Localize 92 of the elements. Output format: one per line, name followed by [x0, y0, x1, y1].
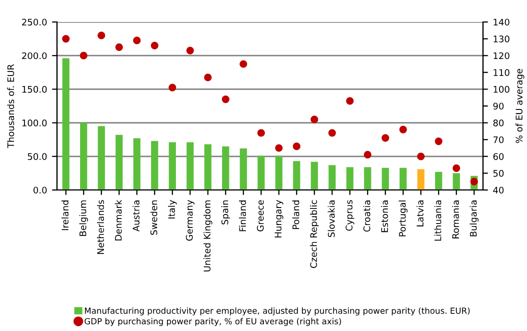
bar: [98, 126, 105, 190]
x-tick-label: Bulgaria: [470, 200, 478, 236]
x-tick-label: Belgium: [79, 200, 88, 236]
bar: [275, 156, 282, 190]
bar: [204, 144, 212, 190]
y2-tick-label: 120: [494, 52, 510, 60]
point: [204, 74, 212, 82]
point: [310, 116, 318, 124]
bar: [151, 140, 158, 190]
y2-tick-label: 110: [494, 69, 510, 76]
x-tick-label: Cyprus: [346, 200, 354, 231]
x-tick-label: United Kingdom: [204, 200, 212, 272]
bar: [133, 138, 140, 190]
point: [133, 36, 141, 44]
x-tick-label: Latvia: [416, 200, 424, 226]
y2-tick-label: 130: [494, 36, 510, 42]
x-tick-label: Poland: [292, 200, 300, 229]
bar: [186, 142, 194, 190]
point: [417, 152, 425, 160]
point: [346, 97, 354, 105]
point: [364, 150, 372, 159]
point: [98, 32, 106, 40]
bar: [346, 167, 354, 190]
x-tick-label: Finland: [239, 200, 246, 232]
x-tick-label: Italy: [168, 200, 177, 218]
x-tick-label: Portugal: [398, 200, 408, 236]
bar: [400, 168, 407, 190]
point: [328, 129, 336, 137]
point: [470, 178, 478, 186]
x-tick-label: Austria: [132, 200, 140, 232]
point: [257, 129, 265, 137]
x-tick-label: Greece: [256, 200, 264, 232]
bar: [382, 168, 389, 190]
point: [452, 164, 460, 172]
x-tick-label: Lithuania: [434, 200, 442, 241]
y2-tick-label: 50: [493, 170, 504, 177]
point: [434, 137, 442, 146]
y-tick-label: 250.0: [22, 18, 47, 26]
x-tick-label: Croatia: [363, 200, 370, 232]
x-tick-label: Slovakia: [328, 200, 335, 238]
bar: [417, 169, 424, 190]
bar: [62, 58, 70, 190]
point: [275, 144, 283, 152]
y2-tick-label: 60: [493, 153, 504, 160]
bar: [293, 161, 300, 190]
y-tick-label: 0.0: [34, 186, 47, 194]
bar: [240, 148, 247, 190]
y-tick-label: 150.0: [22, 86, 47, 93]
y2-tick-label: 40: [493, 186, 504, 194]
x-tick-label: Netherlands: [97, 200, 104, 254]
x-tick-label: Germany: [186, 200, 194, 241]
bar: [452, 173, 460, 190]
point: [382, 134, 390, 142]
bar: [328, 165, 336, 190]
bar: [364, 167, 372, 190]
point: [80, 52, 88, 60]
legend-label: GDP by purchasing power parity, % of EU average (right axis): [84, 318, 342, 326]
x-tick-label: Ireland: [62, 200, 68, 230]
bar: [80, 122, 88, 190]
x-tick-label: Estonia: [381, 200, 388, 232]
y2-tick-label: 80: [493, 120, 504, 126]
y2-axis-title: % of EU average: [516, 68, 524, 144]
y2-tick-label: 140: [494, 18, 510, 26]
x-tick-label: Romania: [452, 200, 459, 238]
x-tick-label: Sweden: [150, 200, 158, 235]
point: [222, 95, 230, 104]
y2-tick-label: 70: [493, 136, 504, 144]
bar: [310, 162, 318, 190]
y2-tick-label: 100: [494, 86, 510, 93]
point: [186, 46, 194, 54]
point: [168, 84, 176, 92]
y2-tick-label: 90: [493, 102, 504, 110]
bar: [258, 156, 265, 190]
bar: [435, 172, 442, 190]
point: [399, 126, 407, 134]
legend-label: Manufacturing productivity per employee, adjusted by purchasing power parity (thous. EUR): [84, 307, 470, 316]
point: [240, 60, 248, 68]
point: [292, 142, 300, 150]
point: [62, 35, 70, 43]
x-tick-label: Denmark: [114, 200, 122, 240]
y-tick-label: 100.0: [22, 120, 47, 126]
y-tick-label: 200.0: [22, 52, 47, 60]
x-tick-label: Hungary: [274, 200, 284, 238]
bar: [116, 134, 123, 190]
x-tick-label: Czech Republic: [310, 200, 319, 268]
y-axis-title: Thousands of. EUR: [7, 64, 14, 148]
point: [150, 42, 158, 50]
y-tick-label: 50.0: [28, 153, 47, 160]
point: [115, 43, 123, 51]
bar: [222, 146, 230, 190]
bar: [168, 142, 176, 190]
x-tick-label: Spain: [221, 200, 230, 224]
